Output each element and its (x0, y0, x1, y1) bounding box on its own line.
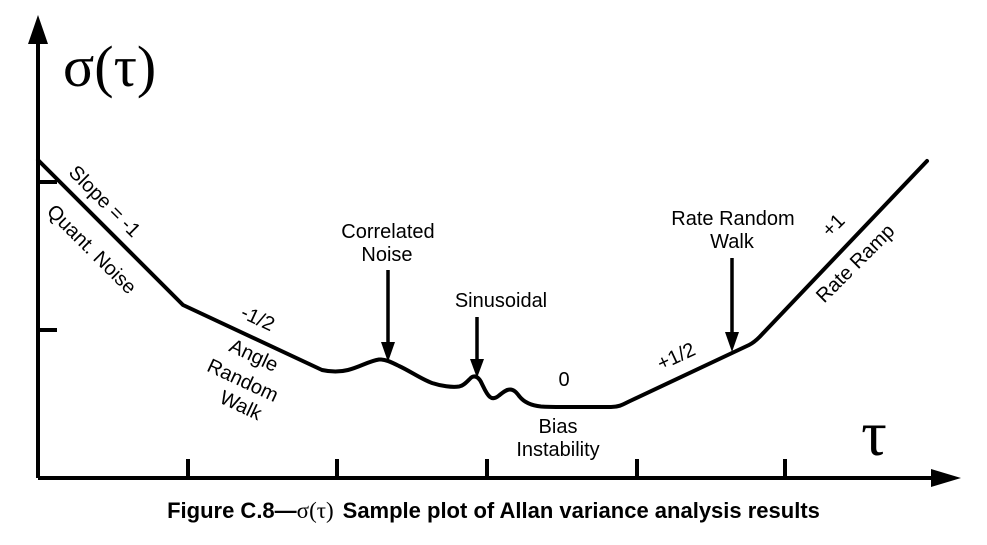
minus-half-label: -1/2 (237, 302, 278, 337)
figure-caption: Figure C.8—σ(τ) Sample plot of Allan vari… (0, 498, 987, 524)
minus-half-label-group: -1/2 (237, 302, 278, 337)
sinusoidal-label: Sinusoidal (455, 290, 547, 312)
rate-random-walk-label-line1: Rate Random (671, 208, 794, 230)
y-axis-label: σ(τ) (63, 34, 156, 99)
rate-random-walk-label-line2: Walk (710, 231, 755, 253)
plus-one-label-group: +1 (818, 210, 850, 242)
x-axis-arrowhead-icon (931, 469, 961, 487)
zero-slope-label: 0 (558, 369, 569, 391)
allan-variance-curve (36, 158, 929, 409)
correlated-label-line1: Correlated (341, 221, 434, 243)
bias-instability-label-line1: Bias (539, 416, 578, 438)
correlated-label-line2: Noise (361, 244, 412, 266)
y-axis-arrowhead-icon (28, 15, 48, 44)
caption-sigma-tau: σ(τ) (296, 498, 334, 523)
bias-instability-label-line2: Instability (516, 439, 599, 461)
x-axis-ticks (186, 459, 787, 477)
x-axis-label: τ (861, 398, 887, 469)
caption-text: Sample plot of Allan variance analysis r… (342, 498, 820, 523)
y-axis-ticks (38, 180, 57, 332)
rate-random-walk-arrowhead-icon (725, 332, 739, 352)
caption-prefix: Figure C.8— (167, 498, 297, 523)
plus-one-label: +1 (818, 210, 850, 242)
correlated-noise-arrowhead-icon (381, 342, 395, 362)
sinusoidal-arrowhead-icon (470, 359, 484, 378)
